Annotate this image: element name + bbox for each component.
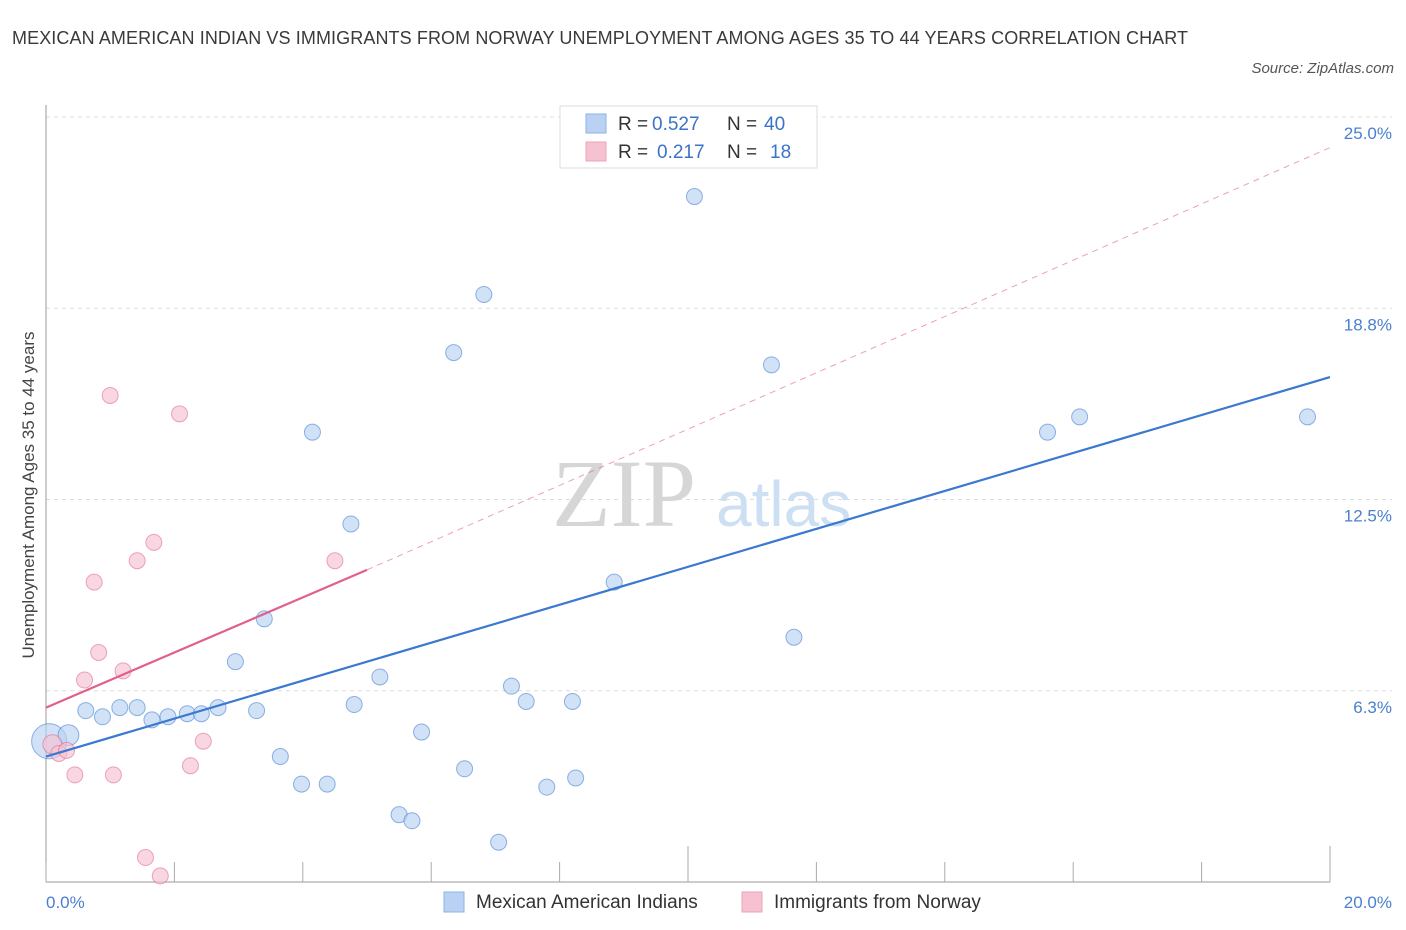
point-s0-26 — [475, 285, 493, 303]
source-label: Source: ZipAtlas.com — [1251, 60, 1394, 77]
point-s0-32 — [567, 769, 585, 787]
point-s1-7 — [104, 766, 122, 784]
point-s0-30 — [538, 778, 556, 796]
point-s0-14 — [271, 748, 289, 766]
point-s0-19 — [345, 696, 363, 714]
point-s0-34 — [685, 188, 703, 206]
point-s0-23 — [413, 723, 431, 741]
legend-swatch-blue — [585, 113, 607, 134]
y-tick-label-1: 12.5% — [1344, 507, 1392, 526]
legend-r-label-2: R = — [618, 142, 648, 163]
grid-layer — [46, 116, 1392, 692]
watermark-zip: ZIP — [552, 440, 696, 547]
legend-n-value-2: 18 — [770, 142, 791, 163]
legend-n-label-2: N = — [727, 142, 757, 163]
x-tick-label-1: 20.0% — [1344, 893, 1392, 912]
point-s0-29 — [517, 692, 535, 710]
trend-line-0 — [45, 376, 1331, 758]
legend-r-value-2: 0.217 — [657, 142, 705, 163]
point-s0-35 — [762, 356, 780, 374]
point-s1-8 — [101, 386, 119, 404]
point-s0-11 — [226, 653, 244, 671]
point-s0-16 — [303, 423, 321, 441]
point-s0-36 — [785, 628, 803, 646]
axis-layer — [45, 105, 1331, 883]
point-s1-16 — [194, 732, 212, 750]
point-s1-14 — [171, 405, 189, 423]
trend-line-1 — [45, 568, 368, 709]
point-s0-3 — [93, 708, 111, 726]
point-s1-11 — [137, 849, 155, 867]
point-s0-37 — [1039, 423, 1057, 441]
chart-title: MEXICAN AMERICAN INDIAN VS IMMIGRANTS FR… — [12, 28, 1189, 48]
point-s0-12 — [248, 702, 266, 720]
point-s1-5 — [85, 573, 103, 591]
tick-label-layer: 6.3% 12.5% 18.8% 25.0% 0.0% 20.0% — [46, 124, 1392, 912]
legend-box: R = 0.527 N = 40 R = 0.217 N = 18 — [559, 105, 818, 169]
bottom-legend-swatch-pink — [741, 891, 763, 913]
point-s0-39 — [1299, 408, 1317, 426]
points-layer — [31, 188, 1331, 885]
point-s0-2 — [77, 702, 95, 720]
point-s0-28 — [502, 677, 520, 695]
legend-n-value-1: 40 — [764, 114, 785, 135]
point-s0-5 — [128, 699, 146, 717]
y-tick-label-0: 6.3% — [1353, 698, 1392, 717]
point-s1-6 — [90, 644, 108, 661]
point-s0-18 — [342, 515, 360, 533]
bottom-legend-label-blue: Mexican American Indians — [476, 892, 698, 913]
point-s0-25 — [456, 760, 474, 778]
point-s1-4 — [76, 671, 94, 689]
watermark-atlas: atlas — [716, 468, 851, 540]
legend-r-value-1: 0.527 — [652, 114, 700, 135]
legend-swatch-pink — [585, 141, 607, 162]
point-s0-17 — [318, 775, 336, 793]
y-tick-label-2: 18.8% — [1344, 315, 1392, 334]
y-axis-label: Unemployment Among Ages 35 to 44 years — [19, 332, 38, 659]
point-s1-17 — [326, 552, 344, 570]
point-s0-4 — [111, 699, 129, 717]
legend-r-label-1: R = — [618, 114, 648, 135]
point-s1-10 — [128, 552, 146, 570]
point-s1-3 — [66, 766, 84, 784]
point-s1-13 — [151, 867, 169, 885]
bottom-legend-swatch-blue — [443, 891, 465, 913]
point-s1-12 — [145, 533, 163, 551]
point-s0-27 — [490, 833, 508, 851]
y-tick-label-3: 25.0% — [1344, 124, 1392, 143]
x-tick-label-0: 0.0% — [46, 893, 85, 912]
point-s0-22 — [403, 812, 421, 830]
bottom-legend-label-pink: Immigrants from Norway — [774, 892, 981, 913]
legend-n-label-1: N = — [727, 114, 757, 135]
point-s0-20 — [371, 668, 389, 686]
point-s0-15 — [293, 775, 311, 793]
point-s1-15 — [181, 757, 199, 775]
point-s0-24 — [445, 344, 463, 362]
point-s0-38 — [1071, 408, 1089, 426]
bottom-legend: Mexican American Indians Immigrants from… — [443, 891, 981, 913]
point-s0-31 — [563, 692, 581, 710]
point-s0-33 — [605, 573, 623, 591]
